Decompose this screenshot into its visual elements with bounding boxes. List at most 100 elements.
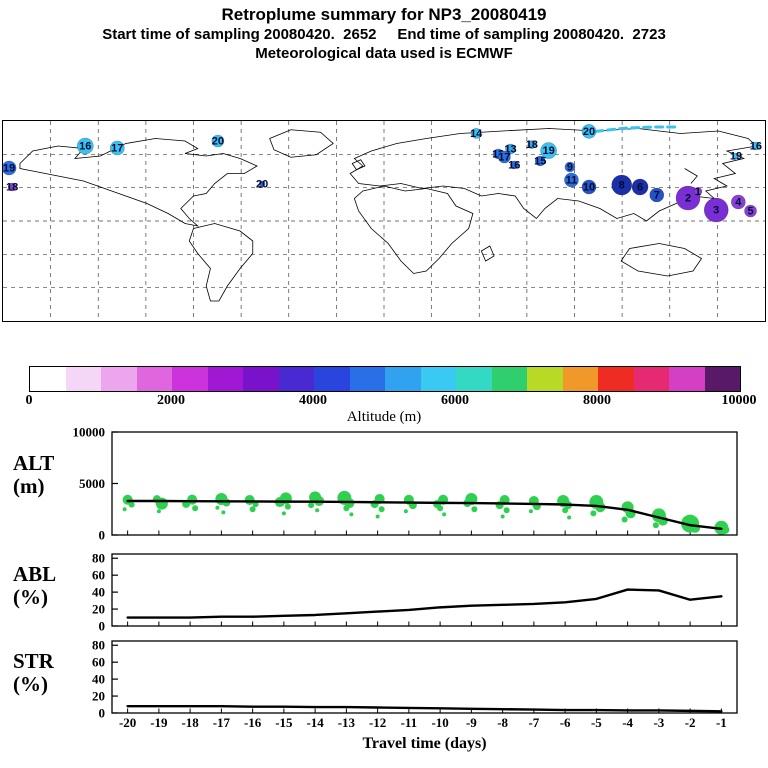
- map-point: 20: [581, 124, 597, 139]
- x-tick-label: -15: [275, 715, 293, 730]
- australia-outline: [621, 244, 701, 277]
- x-tick-label: -14: [306, 715, 324, 730]
- madagascar-outline: [481, 246, 494, 261]
- str-series-line: [126, 705, 723, 713]
- map-point: 16: [508, 160, 520, 172]
- map-point-day-label: 16: [508, 160, 520, 172]
- timeseries-panels: 0 5000 10000 0 20 40 60 80 0 20 40 60 80 -20 -19 -18 -17…: [73, 425, 738, 730]
- map-point-circle: [110, 140, 125, 156]
- figure-title: Retroplume summary for NP3_20080419: [221, 5, 547, 24]
- map-point: 19: [730, 151, 742, 163]
- colorbar-cell: [598, 367, 634, 391]
- x-tick-label: -2: [685, 715, 696, 730]
- plume-particle-dot: [349, 512, 354, 517]
- map-point-circle: [732, 152, 740, 160]
- trajectory-dashed-line: [594, 125, 679, 133]
- map-point-circle: [581, 124, 597, 139]
- plume-particle-dot: [128, 501, 135, 508]
- colorbar-cell: [349, 367, 385, 391]
- colorbar-cell: [633, 367, 669, 391]
- britain-outline: [352, 160, 365, 170]
- map-point-day-label: 19: [730, 151, 742, 163]
- plume-particle-dot: [652, 522, 659, 529]
- colorbar-cell: [562, 367, 598, 391]
- x-tick-label: -12: [369, 715, 386, 730]
- map-point-circle: [534, 155, 546, 167]
- colorbar-cell: [278, 367, 314, 391]
- plume-particle-dot: [122, 507, 127, 512]
- map-point-day-label: 15: [534, 156, 546, 168]
- panel-frame: [111, 553, 738, 627]
- plume-particle-dot: [308, 502, 315, 509]
- colorbar-tick: 4000: [299, 393, 327, 408]
- map-point-day-label: 17: [111, 143, 123, 155]
- plume-particle-dot: [721, 525, 730, 534]
- map-point: 18: [6, 182, 18, 194]
- alt-panel-label-text: ALT: [13, 451, 55, 475]
- y-tick-label: 0: [99, 528, 106, 543]
- map-point: 8: [611, 174, 633, 196]
- figure-header: Retroplume summary for NP3_20080419 Star…: [0, 4, 768, 63]
- colorbar-tick-labels: 0 2000 4000 6000 8000 10000: [26, 393, 757, 409]
- africa-outline: [354, 186, 473, 274]
- x-axis-labels: -20 -19 -18 -17 -16 -15 -14 -13 -12 -11 -10 -9 -8 -7 -…: [119, 715, 727, 730]
- map-point: 3: [703, 197, 729, 223]
- plume-particle-dot: [215, 505, 220, 510]
- map-point-circle: [731, 194, 746, 210]
- map-point-circle: [7, 182, 17, 192]
- map-point-day-label: 7: [654, 190, 660, 202]
- plume-particle-dot: [155, 497, 168, 510]
- map-point-circle: [540, 142, 557, 159]
- plume-particle-dot: [315, 508, 320, 513]
- sampling-times-line: Start time of sampling 20080420. 2652 En…: [102, 26, 666, 43]
- colorbar-cell: [243, 367, 279, 391]
- y-tick-label: 0: [99, 706, 106, 721]
- map-point-circle: [581, 179, 597, 195]
- map-point: 15: [534, 156, 546, 168]
- y-tick-label: 5000: [79, 476, 105, 491]
- map-point-day-label: 14: [470, 128, 483, 140]
- x-tick-label: -7: [528, 715, 539, 730]
- str-panel-unit: (%): [13, 672, 48, 696]
- map-point-day-label: 10: [583, 182, 595, 194]
- x-tick-label: -9: [466, 715, 477, 730]
- x-tick-label: -19: [150, 715, 168, 730]
- map-point: 20: [256, 179, 268, 191]
- y-tick-label: 20: [92, 602, 105, 617]
- colorbar-cell: [527, 367, 563, 391]
- colorbar-cell: [314, 367, 350, 391]
- colorbar-cell: [456, 367, 492, 391]
- x-tick-label: -20: [119, 715, 136, 730]
- map-point-circle: [564, 161, 576, 173]
- map-point-day-label: 20: [583, 126, 595, 138]
- alt-panel-unit: (m): [13, 474, 45, 498]
- y-tick-label: 40: [92, 585, 105, 600]
- y-tick-label: 0: [99, 619, 106, 634]
- map-point-circle: [510, 160, 519, 170]
- abl-panel-label-text: ABL: [13, 562, 57, 586]
- alt-panel-label: ALT (m): [13, 452, 54, 498]
- x-tick-label: -5: [591, 715, 602, 730]
- plume-particle-dot: [343, 505, 350, 512]
- map-point-day-label: 20: [212, 136, 224, 148]
- map-point-circle: [703, 197, 729, 223]
- map-point-day-label: 20: [256, 179, 268, 191]
- plume-particle-dot: [375, 514, 380, 519]
- map-point-circle: [649, 187, 665, 203]
- altitude-colorbar: [29, 366, 741, 392]
- plume-particle-dot: [621, 516, 628, 523]
- colorbar-tick: 8000: [583, 393, 611, 408]
- x-tick-label: -16: [244, 715, 262, 730]
- map-point: 16: [76, 137, 94, 155]
- map-point-day-label: 3: [713, 205, 719, 217]
- map-point-day-label: 16: [750, 141, 762, 153]
- map-point-circle: [76, 137, 94, 155]
- plume-particle-dot: [442, 512, 447, 517]
- map-point-day-label: 18: [526, 139, 538, 151]
- x-tick-label: -10: [431, 715, 448, 730]
- map-point: 1: [693, 186, 703, 198]
- japan-outline: [685, 169, 698, 184]
- alt-series-line: [126, 499, 723, 531]
- map-point-circle: [744, 204, 757, 218]
